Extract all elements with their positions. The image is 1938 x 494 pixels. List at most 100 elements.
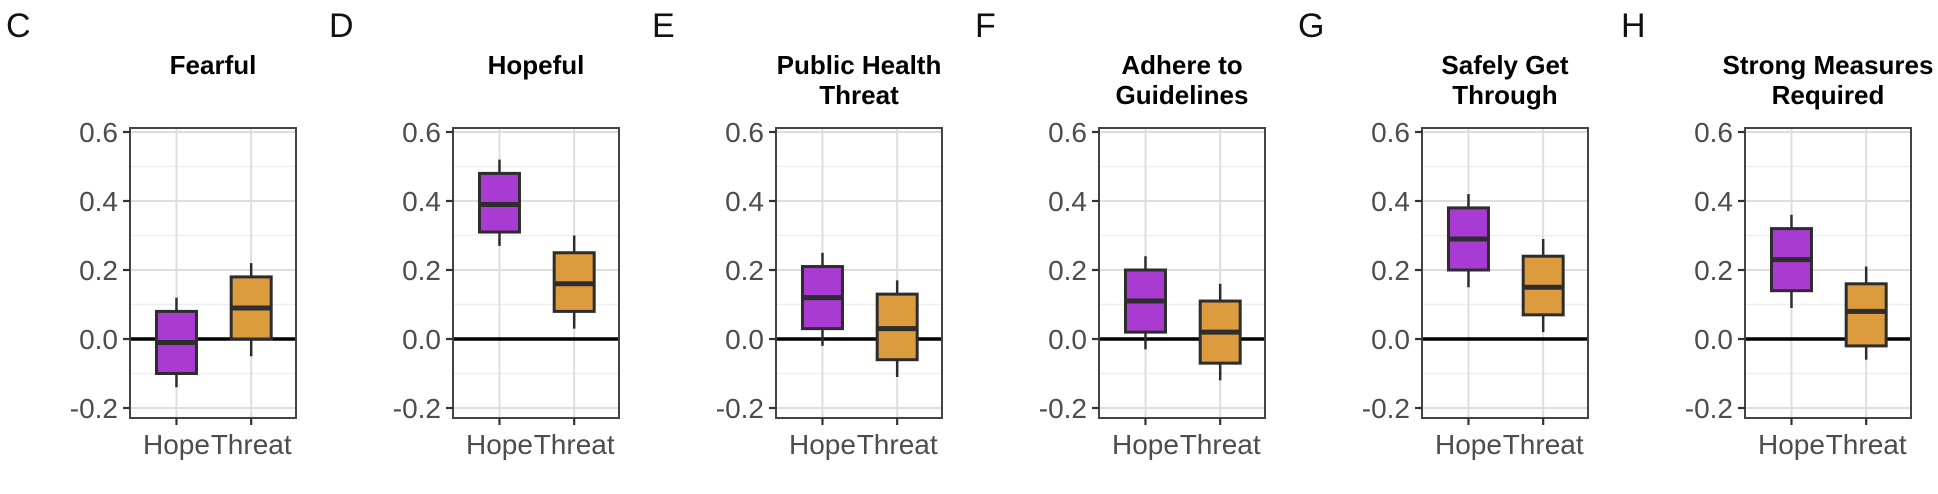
x-category-label: Hope — [143, 429, 210, 460]
panel-title-line: Through — [1452, 80, 1558, 110]
y-tick-label: -0.2 — [1039, 393, 1087, 424]
plot-background — [776, 128, 942, 418]
boxplot-threat — [875, 280, 919, 377]
panel-letter: E — [652, 7, 675, 45]
boxplot-hope — [1123, 256, 1167, 350]
panel-D: D Hopeful -0.2 0.0 0.2 0.4 0.6 Hope Threat — [323, 0, 646, 494]
y-tick-label: 0.0 — [79, 324, 118, 355]
y-tick-label: 0.2 — [402, 255, 441, 286]
boxplot-svg: -0.2 0.0 0.2 0.4 0.6 Hope Threat — [1685, 117, 1912, 460]
panel-E: E Public Health Threat -0.2 0.0 0.2 0.4 0.6 Hope… — [646, 0, 969, 494]
x-category-label: Hope — [1758, 429, 1825, 460]
x-category-label: Threat — [1826, 429, 1907, 460]
boxplot-hope — [477, 159, 521, 246]
boxplot-hope — [1446, 194, 1490, 288]
x-category-label: Hope — [789, 429, 856, 460]
x-category-label: Threat — [1180, 429, 1261, 460]
panel-title-line: Guidelines — [1115, 80, 1249, 110]
y-tick-label: 0.6 — [1371, 117, 1410, 148]
panel-title-line: Fearful — [169, 50, 257, 80]
panel-border — [1744, 127, 1912, 419]
y-tick-label: -0.2 — [70, 393, 118, 424]
panel-G: G Safely Get Through -0.2 0.0 0.2 0.4 0.6 Hope Th… — [1292, 0, 1615, 494]
boxplot-threat — [229, 263, 273, 357]
panel-title-line: Safely Get — [1441, 50, 1569, 80]
panel-title-line: Public Health — [776, 50, 942, 80]
panel-title-line: Hopeful — [487, 50, 585, 80]
panel-border — [1421, 127, 1589, 419]
y-tick-label: -0.2 — [1685, 393, 1733, 424]
y-tick-label: 0.6 — [402, 117, 441, 148]
y-tick-label: 0.2 — [79, 255, 118, 286]
y-tick-label: 0.0 — [725, 324, 764, 355]
x-category-label: Hope — [1112, 429, 1179, 460]
boxplot-svg: -0.2 0.0 0.2 0.4 0.6 Hope Threat — [393, 117, 620, 460]
boxplot-svg: -0.2 0.0 0.2 0.4 0.6 Hope Threat — [70, 117, 297, 460]
boxplot-hope — [154, 297, 198, 388]
box-rect — [1844, 282, 1888, 348]
panel-F: F Adhere to Guidelines -0.2 0.0 0.2 0.4 0.6 Hope… — [969, 0, 1292, 494]
y-tick-label: 0.0 — [1694, 324, 1733, 355]
y-tick-label: 0.6 — [1694, 117, 1733, 148]
panel-title-line: Threat — [819, 80, 899, 110]
panel-title: Adhere to Guidelines — [1062, 50, 1302, 110]
boxplot-threat — [552, 235, 596, 329]
y-tick-label: 0.0 — [1371, 324, 1410, 355]
y-tick-label: 0.4 — [1048, 186, 1087, 217]
y-tick-label: 0.0 — [1048, 324, 1087, 355]
panel-title-line: Required — [1771, 80, 1885, 110]
plot-background — [1099, 128, 1265, 418]
panel-letter: D — [329, 7, 354, 45]
boxplot-svg: -0.2 0.0 0.2 0.4 0.6 Hope Threat — [1362, 117, 1589, 460]
panel-border — [775, 127, 943, 419]
x-category-label: Threat — [534, 429, 615, 460]
x-category-label: Threat — [857, 429, 938, 460]
y-tick-label: 0.0 — [402, 324, 441, 355]
panel-letter: G — [1298, 7, 1325, 45]
y-tick-label: 0.6 — [725, 117, 764, 148]
x-category-label: Hope — [466, 429, 533, 460]
panel-title: Fearful — [93, 50, 333, 80]
y-tick-label: 0.4 — [1694, 186, 1733, 217]
panel-title: Hopeful — [416, 50, 656, 80]
y-tick-label: 0.6 — [1048, 117, 1087, 148]
panel-H: H Strong Measures Required -0.2 0.0 0.2 0.4 0.6… — [1615, 0, 1938, 494]
panel-C: C Fearful -0.2 0.0 0.2 0.4 0.6 Hope Threat — [0, 0, 323, 494]
y-tick-label: 0.6 — [79, 117, 118, 148]
y-tick-label: -0.2 — [716, 393, 764, 424]
panel-border — [452, 127, 620, 419]
panel-letter: C — [6, 7, 31, 45]
plot-background — [1745, 128, 1911, 418]
boxplot-svg: -0.2 0.0 0.2 0.4 0.6 Hope Threat — [1039, 117, 1266, 460]
panel-title: Strong Measures Required — [1708, 50, 1938, 110]
y-tick-label: -0.2 — [1362, 393, 1410, 424]
x-category-label: Threat — [211, 429, 292, 460]
boxplot-svg: -0.2 0.0 0.2 0.4 0.6 Hope Threat — [716, 117, 943, 460]
x-category-label: Hope — [1435, 429, 1502, 460]
panel-title-line: Strong Measures — [1722, 50, 1934, 80]
y-tick-label: 0.2 — [725, 255, 764, 286]
panel-title-line: Adhere to — [1121, 50, 1243, 80]
y-tick-label: 0.4 — [725, 186, 764, 217]
y-tick-label: 0.2 — [1371, 255, 1410, 286]
boxplot-threat — [1521, 238, 1565, 333]
y-tick-label: 0.4 — [79, 186, 118, 217]
boxplot-hope — [800, 252, 844, 346]
y-tick-label: 0.4 — [402, 186, 441, 217]
panel-letter: H — [1621, 7, 1646, 45]
boxplot-hope — [1769, 214, 1813, 308]
boxplot-threat — [1198, 283, 1242, 381]
y-tick-label: 0.2 — [1048, 255, 1087, 286]
x-category-label: Threat — [1503, 429, 1584, 460]
boxplot-threat — [1844, 266, 1888, 360]
panel-border — [1098, 127, 1266, 419]
plot-background — [130, 128, 296, 418]
y-tick-label: 0.4 — [1371, 186, 1410, 217]
y-tick-label: 0.2 — [1694, 255, 1733, 286]
panel-letter: F — [975, 7, 996, 45]
y-tick-label: -0.2 — [393, 393, 441, 424]
panel-title: Safely Get Through — [1385, 50, 1625, 110]
panel-title: Public Health Threat — [739, 50, 979, 110]
panel-border — [129, 127, 297, 419]
